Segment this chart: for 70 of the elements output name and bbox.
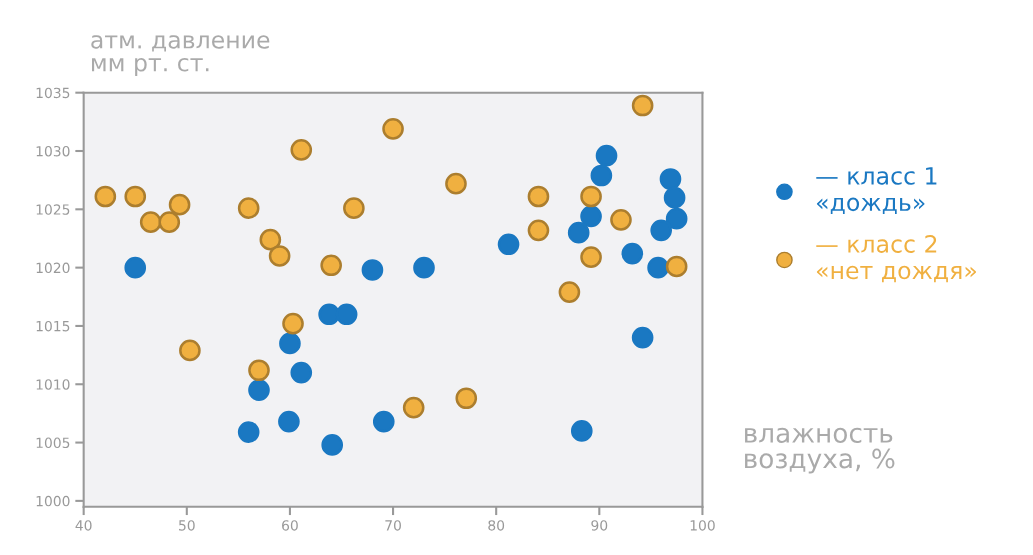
y-tick-label: 1030 <box>36 145 70 157</box>
point <box>445 172 467 195</box>
point <box>278 410 300 433</box>
point <box>168 193 191 216</box>
y-tick-label: 1035 <box>36 87 70 99</box>
x-axis-title: влажность воздуха, % <box>745 427 895 474</box>
x-tick-label: 100 <box>690 520 715 531</box>
x-tick-label: 40 <box>75 520 92 531</box>
point <box>290 361 313 384</box>
y-tick-label: 1025 <box>36 204 70 215</box>
point <box>279 332 301 355</box>
x-tick-label: 80 <box>488 520 505 531</box>
point <box>318 303 340 326</box>
point <box>567 221 590 244</box>
point <box>248 379 270 401</box>
point <box>290 139 313 161</box>
point <box>382 118 404 140</box>
point <box>158 211 181 233</box>
y-tick-label: 1000 <box>36 495 70 507</box>
point <box>124 256 147 279</box>
legend-label: — класс 2 «нет дождя» <box>816 235 976 283</box>
point <box>631 94 654 117</box>
point <box>268 245 291 267</box>
point <box>455 387 478 410</box>
point <box>248 359 270 382</box>
point <box>659 168 682 190</box>
point <box>621 242 644 265</box>
point <box>124 185 147 208</box>
point <box>595 144 618 167</box>
point <box>237 197 260 219</box>
point <box>663 186 686 209</box>
point <box>179 339 201 362</box>
point <box>413 256 435 279</box>
point <box>237 421 260 443</box>
x-tick-label: 60 <box>282 520 298 531</box>
point <box>94 185 117 208</box>
point <box>650 219 673 242</box>
point <box>665 207 688 230</box>
point <box>320 254 342 277</box>
x-tick-label: 90 <box>591 520 608 531</box>
point <box>610 208 632 231</box>
point <box>570 420 593 442</box>
point <box>372 410 395 433</box>
point <box>527 219 550 242</box>
x-tick-label: 50 <box>179 520 195 531</box>
legend-label: — класс 1 «дождь» <box>816 167 937 215</box>
point <box>580 185 602 208</box>
y-tick-label: 1010 <box>36 379 70 390</box>
point <box>335 303 358 326</box>
point <box>259 228 282 251</box>
x-tick-label: 70 <box>385 520 401 531</box>
point <box>558 281 581 303</box>
y-axis-title: атм. давление мм рт. ст. <box>91 35 270 77</box>
point <box>497 233 520 256</box>
y-tick-label: 1005 <box>36 437 70 449</box>
point <box>361 259 384 281</box>
point <box>527 185 550 208</box>
point <box>402 396 425 419</box>
point <box>580 205 602 228</box>
point <box>343 197 365 219</box>
point <box>139 211 162 233</box>
point <box>665 255 688 278</box>
point <box>321 434 344 456</box>
point <box>580 246 602 268</box>
point <box>647 256 669 279</box>
point <box>282 312 304 335</box>
y-tick-label: 1015 <box>36 320 70 332</box>
point <box>590 164 613 187</box>
y-tick-label: 1020 <box>36 262 70 274</box>
point <box>631 326 654 349</box>
